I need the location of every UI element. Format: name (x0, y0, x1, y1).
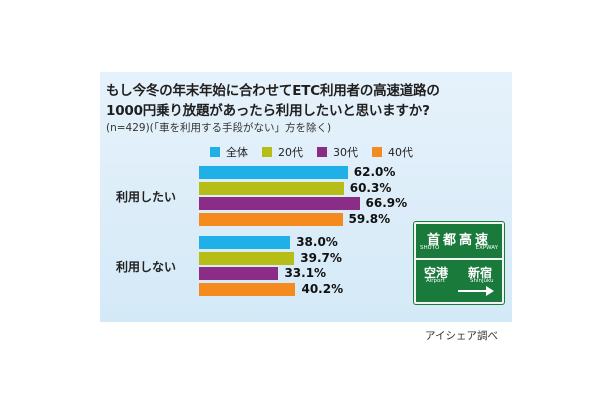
right-arrow-icon (458, 286, 494, 296)
value-label-0-2: 66.9% (365, 196, 408, 211)
legend: 全体 20代 30代 40代 (210, 145, 427, 159)
bar-0-1 (199, 181, 344, 195)
source-credit: アイシェア調べ (425, 330, 498, 342)
bar-1-0 (199, 236, 291, 249)
sign-divider (416, 258, 502, 260)
legend-swatch-3 (372, 147, 382, 157)
legend-item-2: 30代 (317, 144, 358, 160)
value-label-0-0: 62.0% (353, 165, 396, 179)
category-label-1: 利用しない (116, 260, 177, 275)
chart-title-line2: 1000円乗り放題があったら利用したいと思いますか? (106, 103, 430, 119)
value-label-1-2: 33.1% (284, 266, 327, 281)
expressway-sign: 首都高速 SHUTO EXPWAY 空港 Airport 新宿 Shinjuku (414, 222, 504, 304)
value-label-1-3: 40.2% (301, 282, 344, 297)
legend-label-1: 20代 (278, 146, 303, 159)
sample-note: (n=429)(「車を利用する手段がない」方を除く) (106, 122, 332, 134)
category-label-0: 利用したい (116, 190, 177, 205)
value-label-1-0: 38.0% (296, 235, 338, 249)
sign-sub-left: SHUTO (420, 245, 440, 251)
sign-city-airport-en: Airport (426, 278, 445, 284)
sign-title: 首都高速 (426, 233, 491, 248)
bar-0-3 (199, 213, 343, 227)
legend-item-1: 20代 (262, 144, 303, 160)
legend-item-3: 40代 (372, 144, 413, 160)
legend-label-0: 全体 (226, 146, 248, 159)
value-label-0-3: 59.8% (348, 212, 391, 227)
legend-label-3: 40代 (388, 146, 413, 159)
sign-sub-right: EXPWAY (475, 245, 498, 251)
legend-item-0: 全体 (210, 144, 248, 160)
bar-1-3 (199, 283, 296, 297)
sign-city-shinjuku-en: Shinjuku (470, 278, 494, 284)
bar-0-2 (199, 197, 360, 211)
value-label-1-1: 39.7% (300, 250, 342, 265)
sign-city-shinjuku: 新宿 (468, 266, 493, 280)
legend-swatch-2 (317, 147, 327, 157)
legend-swatch-0 (210, 147, 220, 157)
chart-title-line1: もし今冬の年末年始に合わせてETC利用者の高速道路の (106, 83, 440, 99)
bar-0-0 (199, 166, 348, 179)
legend-swatch-1 (262, 147, 272, 157)
legend-label-2: 30代 (333, 146, 358, 159)
sign-subtitle: SHUTO EXPWAY (420, 245, 498, 251)
value-label-0-1: 60.3% (349, 180, 392, 195)
sign-city-airport: 空港 (424, 266, 449, 280)
bar-1-2 (199, 267, 279, 281)
bar-1-1 (199, 251, 295, 265)
